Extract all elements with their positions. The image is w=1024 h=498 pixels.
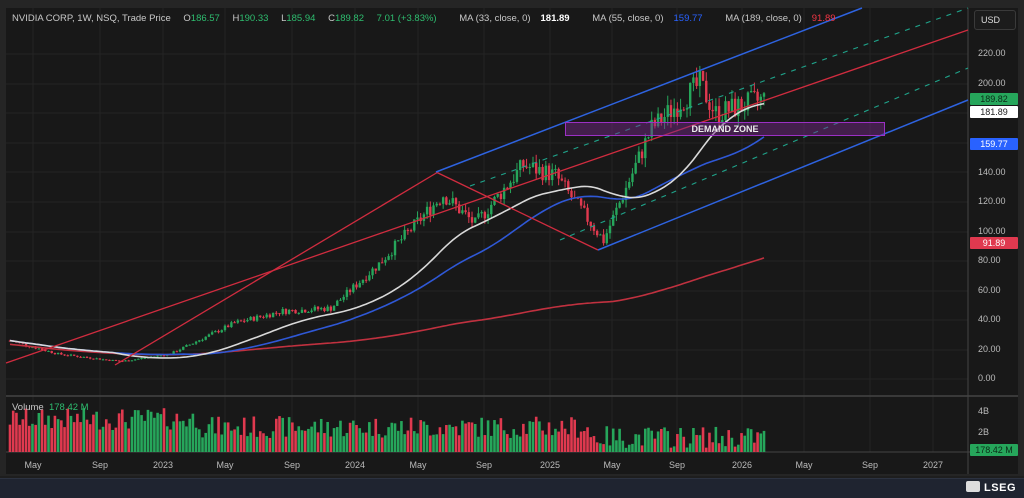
low-value: 185.94 [286,13,316,24]
x-tick: 2023 [152,460,174,470]
volume-tag: 178.42 M [970,444,1018,456]
volume-value: 178.42 M [48,402,89,413]
volume-tick: 4B [978,406,990,416]
change-value: 7.01 (+3.83%) [376,13,437,24]
y-tick: 40.00 [978,314,1001,324]
high-value: 190.33 [239,13,269,24]
ma189-value: 91.89 [811,13,836,24]
close-value: 189.82 [334,13,364,24]
x-tick: May [795,460,813,470]
x-tick: May [409,460,427,470]
ma189-label[interactable]: MA (189, close, 0) [725,13,802,24]
lseg-logo-icon [966,481,981,492]
x-tick: 2024 [344,460,366,470]
volume-tick: 2B [978,427,990,437]
ma33-price-tag: 181.89 [970,106,1018,118]
close-price-tag: 189.82 [970,93,1018,105]
ma55-label[interactable]: MA (55, close, 0) [592,13,664,24]
y-tick: 20.00 [978,344,1001,354]
volume-legend: Volume 178.42 M [12,402,89,413]
x-tick: 2027 [922,460,944,470]
x-tick: May [603,460,621,470]
y-tick: 60.00 [978,285,1001,295]
close-label: C [328,13,335,24]
ma55-value: 159.77 [673,13,703,24]
y-tick: 120.00 [978,196,1006,206]
currency-selector[interactable]: USD [974,10,1016,30]
x-tick: 2026 [731,460,753,470]
high-label: H [232,13,240,24]
x-tick: May [24,460,42,470]
y-tick: 80.00 [978,255,1001,265]
y-tick: 0.00 [978,373,996,383]
ma55-price-tag: 159.77 [970,138,1018,150]
x-tick: Sep [475,460,493,470]
brand-label: LSEG [984,482,1016,494]
ma33-label[interactable]: MA (33, close, 0) [459,13,531,24]
volume-label: Volume [12,402,44,413]
x-tick: Sep [283,460,301,470]
x-tick: May [216,460,234,470]
x-tick: 2025 [539,460,561,470]
open-label: O [183,13,191,24]
demand-zone-annotation[interactable]: DEMAND ZONE [565,122,885,136]
brand-logo: LSEG [966,481,1016,494]
ma33-value: 181.89 [540,13,570,24]
chart-legend: NVIDIA CORP, 1W, NSQ, Trade Price O186.5… [12,13,836,24]
low-label: L [281,13,287,24]
symbol-label: NVIDIA CORP, 1W, NSQ, Trade Price [12,13,171,24]
x-tick: Sep [861,460,879,470]
y-tick: 220.00 [978,48,1006,58]
x-tick: Sep [668,460,686,470]
y-tick: 200.00 [978,78,1006,88]
ma189-price-tag: 91.89 [970,237,1018,249]
x-tick: Sep [91,460,109,470]
y-tick: 100.00 [978,226,1006,236]
footer-bar: LSEG [0,478,1024,498]
y-tick: 140.00 [978,167,1006,177]
open-value: 186.57 [190,13,220,24]
